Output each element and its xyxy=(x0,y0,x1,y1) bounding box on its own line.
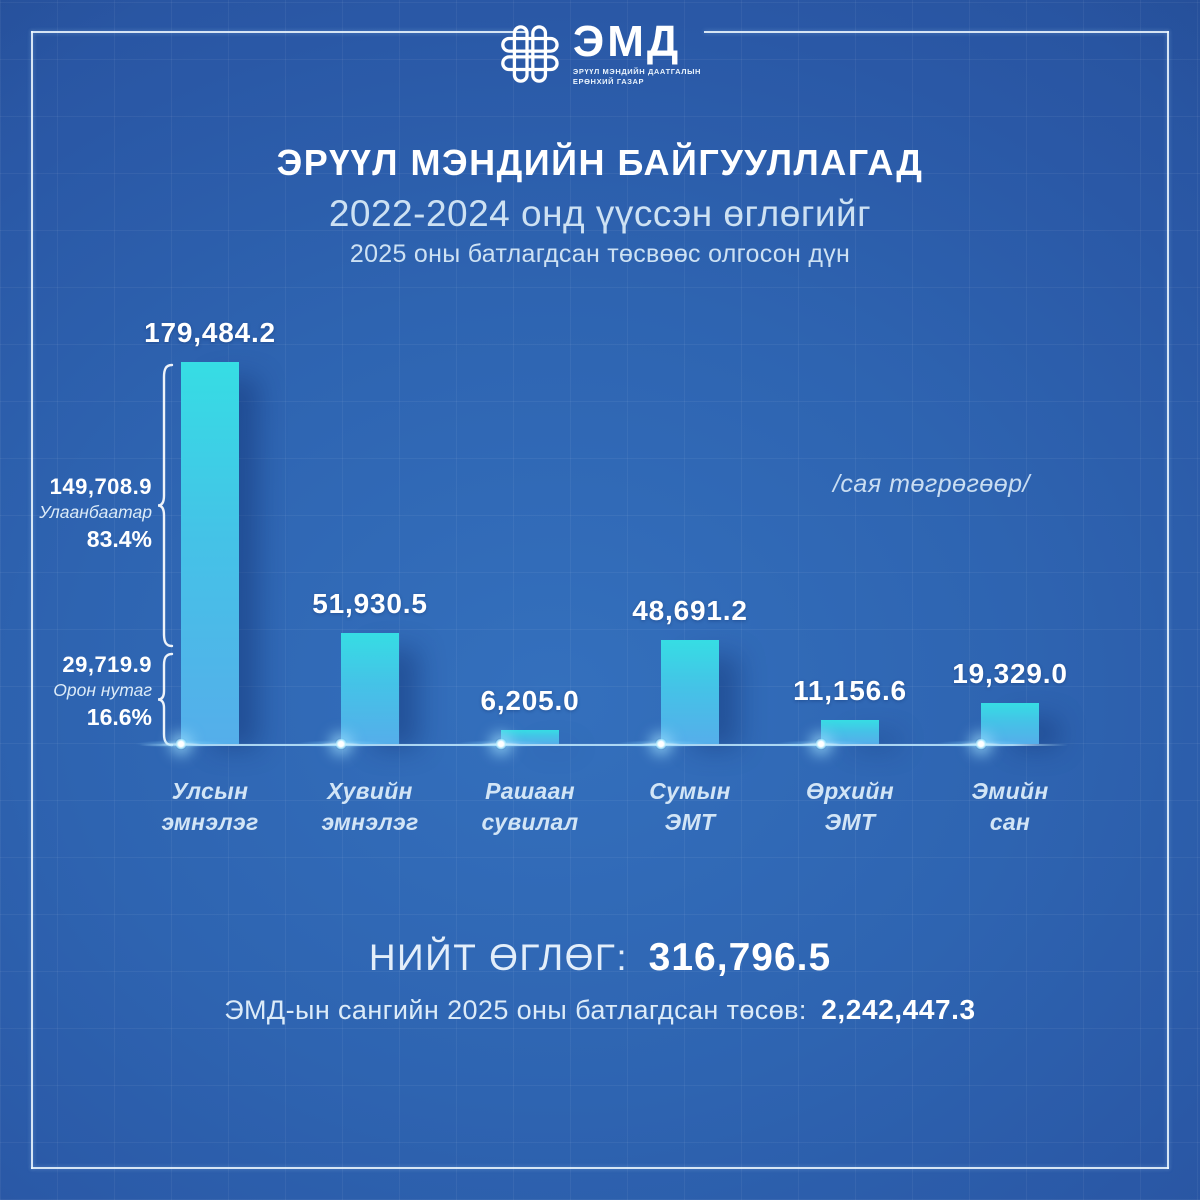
category-label-3: Рашаан сувилал xyxy=(481,778,579,836)
frame-border-right xyxy=(1167,31,1169,1169)
ulzii-knot-icon xyxy=(499,23,561,85)
annotation-region: Орон нутаг xyxy=(53,680,152,700)
budget-line: ЭМД-ын сангийн 2025 оны батлагдсан төсөв… xyxy=(0,994,1200,1026)
frame-border-top-left xyxy=(31,31,528,33)
bar-column-4: 48,691.2 xyxy=(615,595,750,750)
bar-value-label: 19,329.0 xyxy=(952,658,1068,689)
frame-border-left xyxy=(31,31,33,1169)
total-debt-value: 316,796.5 xyxy=(648,936,832,979)
bar-column-6: 19,329.0 xyxy=(935,658,1070,750)
budget-label: ЭМД-ын сангийн 2025 оны батлагдсан төсөв… xyxy=(224,995,807,1025)
bar-chart: 179,484.2 51,930.5 6,205.0 48,691.2 11,156.6… xyxy=(135,317,1070,750)
bar-value-label: 51,930.5 xyxy=(312,588,428,619)
bar-column-2: 51,930.5 xyxy=(295,588,430,750)
category-label-2: Хувийн эмнэлэг xyxy=(321,778,419,836)
budget-value: 2,242,447.3 xyxy=(821,994,976,1025)
upper-brace xyxy=(157,363,174,648)
unit-note: /сая төгрөгөөр/ xyxy=(832,470,1030,498)
annotation-percent: 83.4% xyxy=(86,526,152,552)
bar-column-5: 11,156.6 xyxy=(775,675,910,750)
page-subtitle: 2022-2024 онд үүссэн өглөгийг xyxy=(328,193,872,234)
total-debt-line: НИЙТ ӨГЛӨГ: 316,796.5 xyxy=(0,936,1200,980)
annotation-region: Улаанбаатар xyxy=(39,502,152,522)
bar-5 xyxy=(775,720,879,750)
total-debt-label: НИЙТ ӨГЛӨГ: xyxy=(368,937,629,978)
bar-value-label: 48,691.2 xyxy=(632,595,748,626)
page-title: ЭРҮҮЛ МЭНДИЙН БАЙГУУЛЛАГАД xyxy=(276,142,924,183)
bar-value-label: 6,205.0 xyxy=(480,685,580,716)
bar-column-3: 6,205.0 xyxy=(455,685,590,750)
annotation-value: 149,708.9 xyxy=(49,474,152,499)
annotation-ulaanbaatar: 149,708.9 Улаанбаатар 83.4% xyxy=(28,474,152,553)
frame-border-top-right xyxy=(704,31,1169,33)
bar-1 xyxy=(135,362,239,750)
category-label-6: Эмийн сан xyxy=(971,778,1049,836)
logo-subtitle: ЭРҮҮЛ МЭНДИЙН ДААТГАЛЫН ЕРӨНХИЙ ГАЗАР xyxy=(572,67,702,87)
category-label-4: Сумын ЭМТ xyxy=(649,778,731,836)
bar-value-label: 179,484.2 xyxy=(144,317,276,348)
category-label-5: Өрхийн ЭМТ xyxy=(806,778,894,836)
header: ЭРҮҮЛ МЭНДИЙН БАЙГУУЛЛАГАД 2022-2024 онд… xyxy=(0,142,1200,269)
annotation-percent: 16.6% xyxy=(86,704,152,730)
page-subtitle-2: 2025 оны батлагдсан төсвөөс олгосон дүн xyxy=(349,240,851,268)
chart-baseline xyxy=(140,744,1068,746)
category-label-1: Улсын эмнэлэг xyxy=(161,778,259,836)
bar-2 xyxy=(295,633,399,750)
category-labels-row: Улсын эмнэлэг Хувийн эмнэлэг Рашаан сувила… xyxy=(150,776,1070,838)
bar-6 xyxy=(935,703,1039,750)
bar-value-label: 11,156.6 xyxy=(793,675,907,706)
frame-border-bottom xyxy=(31,1167,1169,1169)
logo-wordmark: ЭМД xyxy=(572,17,682,66)
annotation-oron-nutag: 29,719.9 Орон нутаг 16.6% xyxy=(28,652,152,731)
annotation-value: 29,719.9 xyxy=(62,652,152,677)
bar-3 xyxy=(455,730,559,750)
bar-column-1: 179,484.2 xyxy=(135,317,275,750)
lower-brace xyxy=(157,652,174,747)
bar-4 xyxy=(615,640,719,750)
logo: ЭМД ЭРҮҮЛ МЭНДИЙН ДААТГАЛЫН ЕРӨНХИЙ ГАЗА… xyxy=(499,20,701,87)
